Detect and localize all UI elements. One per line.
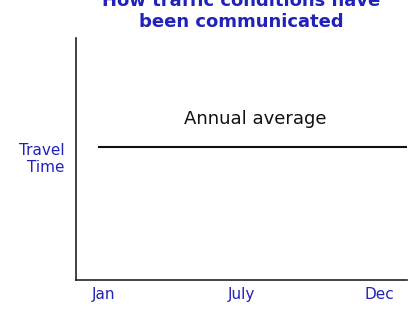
Title: How traffic conditions have
been communicated: How traffic conditions have been communi…	[102, 0, 381, 31]
Y-axis label: Travel
Time: Travel Time	[19, 143, 65, 175]
Text: Annual average: Annual average	[184, 110, 327, 128]
